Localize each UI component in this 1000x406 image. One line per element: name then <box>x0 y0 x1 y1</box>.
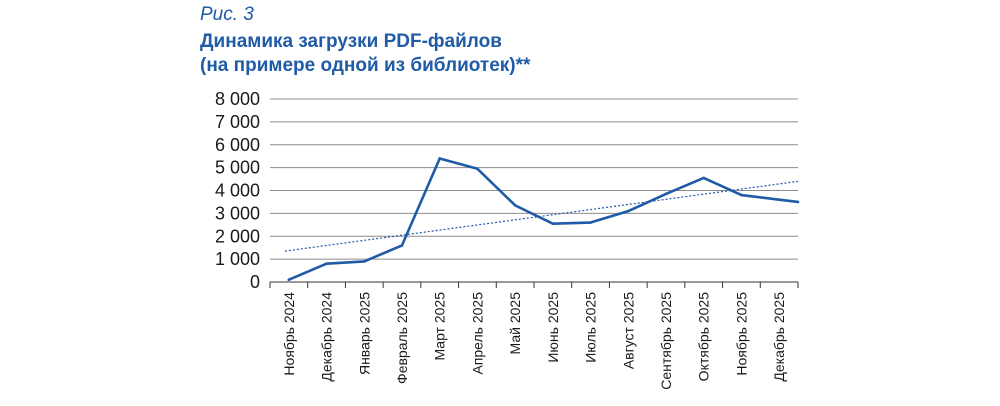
data-point <box>362 260 366 263</box>
x-tick-label: Ноябрь 2025 <box>733 292 749 376</box>
chart-title: Динамика загрузки PDF-файлов (на примере… <box>200 30 530 78</box>
data-point <box>400 244 404 247</box>
data-point <box>777 198 781 201</box>
data-point <box>740 193 743 197</box>
data-point <box>702 176 706 180</box>
data-point <box>325 262 328 266</box>
y-tick-label: 6 000 <box>215 135 260 155</box>
data-point <box>287 278 291 282</box>
gridlines <box>270 98 798 260</box>
x-tick-label: Январь 2025 <box>356 292 372 375</box>
y-tick-label: 8 000 <box>215 89 260 109</box>
y-tick-label: 4 000 <box>215 181 260 201</box>
x-tick-label: Июнь 2025 <box>545 292 561 363</box>
y-tick-label: 3 000 <box>215 203 260 223</box>
x-tick-label: Июль 2025 <box>583 292 599 363</box>
y-tick-label: 2 000 <box>215 226 260 246</box>
x-tick-label: Декабрь 2025 <box>771 292 787 382</box>
x-axis: Ноябрь 2024 Декабрь 2024 Январь 2025 Феврал… <box>269 281 799 390</box>
y-tick-label: 0 <box>250 272 260 292</box>
data-point <box>626 209 630 213</box>
x-tick-label: Май 2025 <box>507 292 523 355</box>
data-point <box>438 157 442 160</box>
data-point <box>476 167 479 171</box>
x-tick-label: Октябрь 2025 <box>696 292 712 382</box>
series-group <box>287 157 800 282</box>
x-tick-label: Апрель 2025 <box>469 292 485 375</box>
y-tick-label: 7 000 <box>215 112 260 132</box>
trend-line <box>284 180 799 252</box>
x-tick-label: Февраль 2025 <box>394 292 410 384</box>
trend-line-group <box>284 180 799 252</box>
x-tick-label: Ноябрь 2024 <box>281 292 297 376</box>
data-point <box>664 192 668 196</box>
data-point <box>513 204 517 207</box>
data-point <box>589 221 592 224</box>
figure-label: Рис. 3 <box>200 4 254 25</box>
y-tick-label: 5 000 <box>215 158 260 178</box>
x-tick-label: Март 2025 <box>432 292 448 361</box>
chart-title-line-2: (на примере одной из библиотек)** <box>200 55 531 76</box>
data-point <box>551 222 555 225</box>
x-tick-label: Декабрь 2024 <box>319 292 335 382</box>
x-tick-label: Август 2025 <box>620 292 636 369</box>
chart-title-line-1: Динамика загрузки PDF-файлов <box>200 31 502 52</box>
x-tick-label: Сентябрь 2025 <box>658 292 674 390</box>
y-tick-label: 1 000 <box>215 249 260 269</box>
